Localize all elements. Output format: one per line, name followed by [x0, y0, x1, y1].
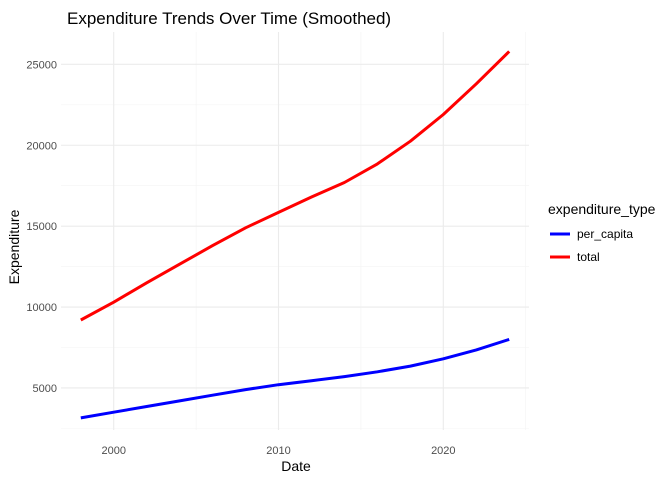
- legend-label-total: total: [577, 250, 600, 264]
- x-axis-title: Date: [281, 458, 311, 474]
- y-tick-label: 25000: [26, 59, 57, 71]
- legend-label-per-capita: per_capita: [577, 227, 633, 241]
- y-tick-label: 5000: [33, 383, 57, 395]
- x-tick-label: 2000: [101, 445, 125, 457]
- legend-title: expenditure_type: [548, 201, 656, 217]
- y-tick-label: 10000: [26, 302, 57, 314]
- y-tick-label: 15000: [26, 221, 57, 233]
- x-tick-label: 2010: [266, 445, 290, 457]
- y-axis-title: Expenditure: [6, 209, 22, 284]
- series-lines: [80, 50, 511, 420]
- grid: [61, 32, 529, 430]
- y-axis-ticks: 5000 10000 15000 20000 25000: [26, 59, 57, 395]
- chart-title: Expenditure Trends Over Time (Smoothed): [67, 9, 391, 28]
- series-line-total: [80, 50, 511, 322]
- x-axis-ticks: 2000 2010 2020: [101, 445, 455, 457]
- series-line-per-capita: [80, 337, 510, 420]
- x-tick-label: 2020: [431, 445, 455, 457]
- y-tick-label: 20000: [26, 140, 57, 152]
